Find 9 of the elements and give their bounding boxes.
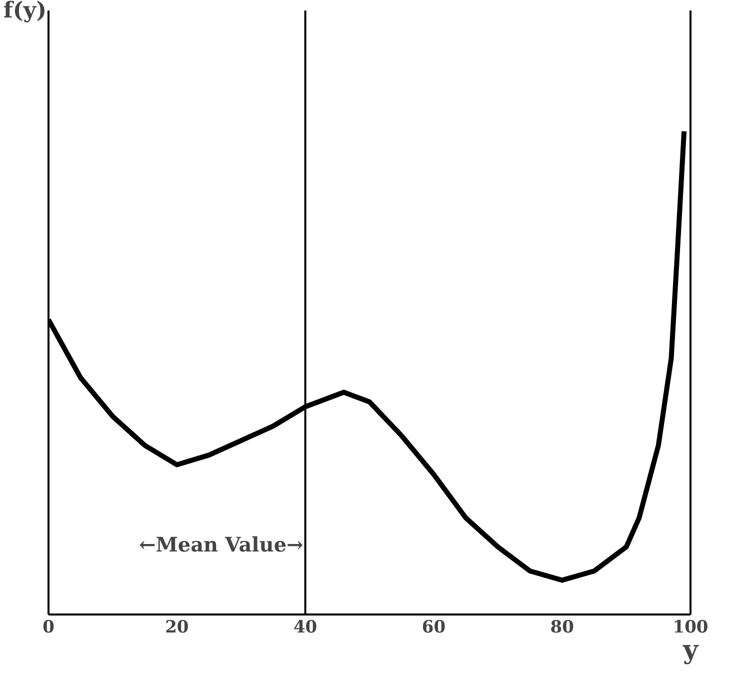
y-axis-title: f(y) (3, 0, 47, 24)
x-tick-label: 80 (550, 618, 574, 638)
x-tick-label: 40 (293, 618, 318, 638)
x-tick-label: 0 (42, 618, 55, 638)
x-tick-label: 60 (422, 618, 446, 638)
x-tick-label: 20 (165, 618, 189, 638)
x-axis-title: y (682, 636, 699, 666)
ref-line-label: ←Mean Value→ (138, 532, 304, 557)
x-tick-label: 100 (672, 618, 708, 638)
